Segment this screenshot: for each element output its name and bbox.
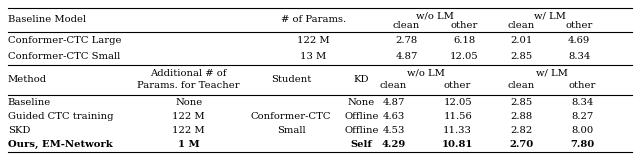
Text: 8.00: 8.00 <box>572 126 593 135</box>
Text: other: other <box>566 21 593 30</box>
Text: 122 M: 122 M <box>173 112 205 121</box>
Text: 11.33: 11.33 <box>443 126 472 135</box>
Text: w/ LM: w/ LM <box>536 69 568 78</box>
Text: Additional # of: Additional # of <box>150 69 227 78</box>
Text: Ours, EM-Network: Ours, EM-Network <box>8 140 113 149</box>
Text: 2.82: 2.82 <box>511 126 532 135</box>
Text: 1 M: 1 M <box>178 140 200 149</box>
Text: other: other <box>569 81 596 90</box>
Text: Offline: Offline <box>344 126 379 135</box>
Text: 4.87: 4.87 <box>396 52 417 61</box>
Text: Student: Student <box>271 76 311 84</box>
Text: KD: KD <box>354 76 369 84</box>
Text: w/o LM: w/o LM <box>416 11 454 20</box>
Text: 13 M: 13 M <box>300 52 327 61</box>
Text: 4.69: 4.69 <box>568 36 590 45</box>
Text: None: None <box>175 98 202 107</box>
Text: SKD: SKD <box>8 126 30 135</box>
Text: w/ LM: w/ LM <box>534 11 566 20</box>
Text: Self: Self <box>351 140 372 149</box>
Text: w/o LM: w/o LM <box>406 69 445 78</box>
Text: # of Params.: # of Params. <box>281 15 346 24</box>
Text: 2.88: 2.88 <box>511 112 532 121</box>
Text: 2.01: 2.01 <box>511 36 532 45</box>
Text: Method: Method <box>8 76 47 84</box>
Text: clean: clean <box>393 21 420 30</box>
Text: 10.81: 10.81 <box>442 140 474 149</box>
Text: clean: clean <box>508 21 535 30</box>
Text: 4.63: 4.63 <box>383 112 404 121</box>
Text: clean: clean <box>380 81 407 90</box>
Text: 2.78: 2.78 <box>396 36 417 45</box>
Text: 8.27: 8.27 <box>572 112 593 121</box>
Text: 8.34: 8.34 <box>568 52 590 61</box>
Text: Params. for Teacher: Params. for Teacher <box>138 81 240 90</box>
Text: 2.70: 2.70 <box>509 140 534 149</box>
Text: other: other <box>444 81 471 90</box>
Text: Small: Small <box>277 126 305 135</box>
Text: Baseline: Baseline <box>8 98 51 107</box>
Text: 4.87: 4.87 <box>383 98 404 107</box>
Text: 12.05: 12.05 <box>450 52 478 61</box>
Text: 122 M: 122 M <box>173 126 205 135</box>
Text: 4.29: 4.29 <box>381 140 406 149</box>
Text: Conformer-CTC Large: Conformer-CTC Large <box>8 36 121 45</box>
Text: None: None <box>348 98 375 107</box>
Text: other: other <box>451 21 477 30</box>
Text: 2.85: 2.85 <box>511 98 532 107</box>
Text: 8.34: 8.34 <box>572 98 593 107</box>
Text: 4.53: 4.53 <box>383 126 404 135</box>
Text: Offline: Offline <box>344 112 379 121</box>
Text: Conformer-CTC: Conformer-CTC <box>251 112 332 121</box>
Text: 11.56: 11.56 <box>444 112 472 121</box>
Text: Guided CTC training: Guided CTC training <box>8 112 113 121</box>
Text: Baseline Model: Baseline Model <box>8 15 86 24</box>
Text: clean: clean <box>508 81 535 90</box>
Text: 122 M: 122 M <box>298 36 330 45</box>
Text: 7.80: 7.80 <box>570 140 595 149</box>
Text: 2.85: 2.85 <box>511 52 532 61</box>
Text: 6.18: 6.18 <box>453 36 475 45</box>
Text: 12.05: 12.05 <box>444 98 472 107</box>
Text: Conformer-CTC Small: Conformer-CTC Small <box>8 52 120 61</box>
